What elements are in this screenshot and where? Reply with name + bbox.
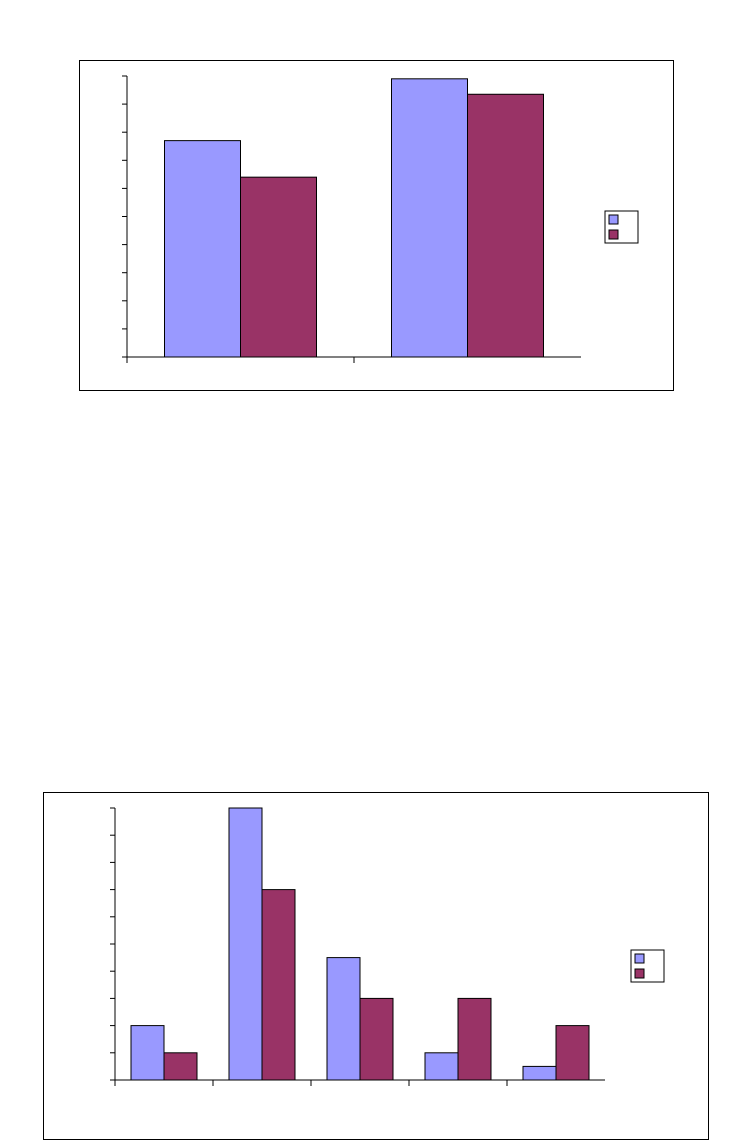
chart2-bar-s2-c5	[555, 1025, 590, 1081]
chart2-bar-s2-c4	[457, 997, 492, 1081]
chart2-legend-swatch-2	[634, 968, 645, 979]
chart1-bar-s2-c1	[240, 176, 317, 358]
chart1-legend-swatch-2	[608, 229, 619, 240]
chart1-legend-swatch-1	[608, 214, 619, 225]
chart2-bar-s1-c1	[130, 1025, 165, 1081]
chart2-bar-s2-c1	[163, 1052, 198, 1081]
chart2-bar-s1-c2	[228, 807, 263, 1081]
chart2-bar-s2-c3	[359, 997, 394, 1081]
chart-1	[79, 60, 674, 391]
chart2-bar-s1-c3	[326, 957, 361, 1081]
chart-1-plot	[122, 75, 639, 363]
chart-2-plot	[110, 807, 665, 1086]
chart2-bar-s1-c5	[522, 1065, 557, 1081]
chart1-bar-s1-c1	[164, 140, 241, 358]
chart2-bar-s2-c2	[261, 889, 296, 1081]
chart2-legend-swatch-1	[634, 953, 645, 964]
chart2-bar-s1-c4	[424, 1052, 459, 1081]
chart-2	[43, 792, 709, 1140]
chart1-bar-s1-c2	[391, 78, 468, 358]
chart1-bar-s2-c2	[467, 93, 544, 358]
